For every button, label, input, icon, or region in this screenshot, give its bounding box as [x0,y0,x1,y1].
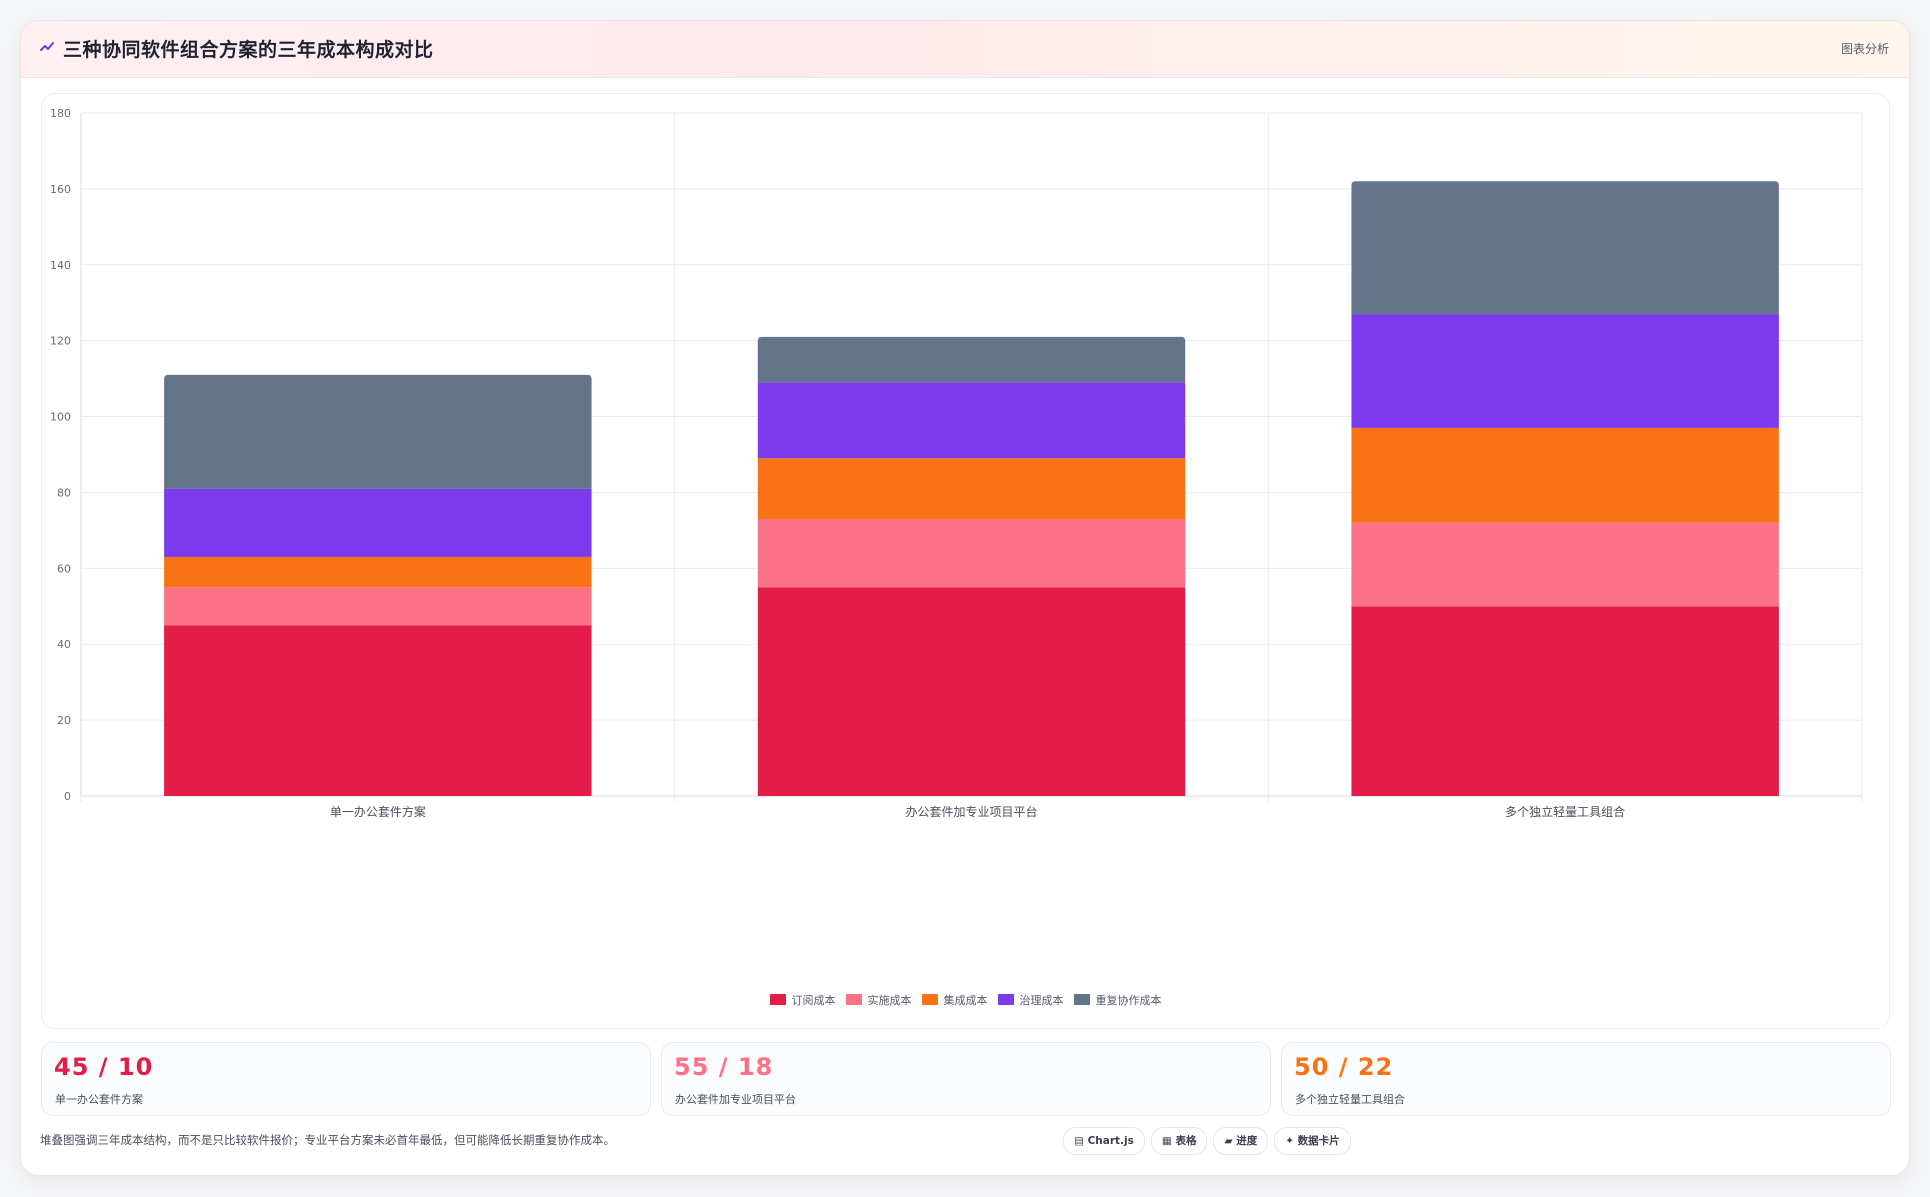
bar-segment [1351,522,1779,607]
bar-segment [164,556,592,588]
y-tick-label: 120 [50,335,71,348]
bar-segment [757,336,1186,383]
legend-swatch [769,994,786,1005]
y-tick-label: 40 [57,638,71,651]
bar-segment [164,625,592,796]
legend-swatch [845,994,862,1005]
y-tick-label: 20 [57,714,71,727]
y-tick-label: 0 [64,790,71,803]
stacked-bar-chart: 0 20 40 60 80 100 120 140 160 180 单一办公套件方案 办公套件加专业项… [50,107,1863,819]
bar-segment [1351,181,1779,315]
y-tick-label: 100 [50,411,71,424]
page-title: 三种协同软件组合方案的三年成本构成对比 [63,39,434,61]
bar-segment [757,382,1186,459]
bar-segment [164,374,592,489]
stat-card-lightweight-tools: 50 / 22 多个独立轻量工具组合 [1281,1042,1891,1116]
chart-legend: 订阅成本 实施成本 集成成本 治理成本 重复协作成本 [42,992,1889,1008]
legend-label: 重复协作成本 [1095,994,1162,1007]
legend-item[interactable]: 治理成本 [997,992,1064,1008]
table-pill[interactable]: ▦ 表格 [1150,1127,1208,1155]
trend-line-icon [40,42,54,51]
stat-card-single-suite: 45 / 10 单一办公套件方案 [41,1042,651,1116]
bar-segment [757,458,1186,520]
chartjs-pill[interactable]: ▤ Chart.js [1063,1127,1145,1155]
y-tick-label: 180 [50,107,71,120]
bar-segment [1351,427,1779,523]
y-tick-label: 60 [57,562,71,575]
data-card-pill[interactable]: ✦ 数据卡片 [1274,1127,1351,1155]
legend-label: 集成成本 [943,994,988,1007]
bar-segment [757,587,1186,796]
bar-segment [1351,606,1779,796]
legend-swatch [1073,994,1090,1005]
stat-value: 55 / 18 [674,1053,774,1081]
footer-note: 堆叠图强调三年成本结构，而不是只比较软件报价；专业平台方案未必首年最低，但可能降… [40,1133,615,1147]
feature-pills: ▤ Chart.js ▦ 表格 ▰ 进度 ✦ 数据卡片 [1063,1127,1357,1155]
progress-pill[interactable]: ▰ 进度 [1213,1127,1269,1155]
chart-analysis-link[interactable]: 图表分析 [1840,42,1889,56]
legend-swatch [997,994,1014,1005]
bar-segment [164,587,592,626]
legend-item[interactable]: 集成成本 [921,992,988,1008]
legend-label: 治理成本 [1019,994,1064,1007]
stat-value: 50 / 22 [1294,1053,1394,1081]
legend-label: 实施成本 [867,994,912,1007]
stats-row: 45 / 10 单一办公套件方案 55 / 18 办公套件加专业项目平台 50 … [41,1042,1891,1116]
chart-card: 三种协同软件组合方案的三年成本构成对比 图表分析 0 20 40 60 80 100 120… [20,20,1910,1176]
legend-item[interactable]: 订阅成本 [769,992,836,1008]
legend-item[interactable]: 实施成本 [845,992,912,1008]
bar-segment [1351,314,1779,428]
stat-label: 多个独立轻量工具组合 [1295,1093,1405,1106]
x-tick-label: 多个独立轻量工具组合 [1505,804,1625,819]
chart-container: 0 20 40 60 80 100 120 140 160 180 单一办公套件方案 办公套件加专业项… [41,93,1890,1029]
legend-item[interactable]: 重复协作成本 [1073,992,1162,1008]
bar-segment [164,488,592,557]
bar-segment [757,519,1186,588]
stat-card-suite-plus-platform: 55 / 18 办公套件加专业项目平台 [661,1042,1271,1116]
y-tick-label: 140 [50,259,71,272]
x-tick-label: 办公套件加专业项目平台 [905,804,1037,819]
legend-label: 订阅成本 [791,994,836,1007]
x-tick-label: 单一办公套件方案 [330,804,426,819]
card-header: 三种协同软件组合方案的三年成本构成对比 图表分析 [21,21,1909,78]
y-tick-label: 80 [57,486,71,499]
stat-label: 办公套件加专业项目平台 [675,1093,796,1106]
y-tick-label: 160 [50,183,71,196]
stat-value: 45 / 10 [54,1053,154,1081]
legend-swatch [921,994,938,1005]
stat-label: 单一办公套件方案 [55,1093,143,1106]
